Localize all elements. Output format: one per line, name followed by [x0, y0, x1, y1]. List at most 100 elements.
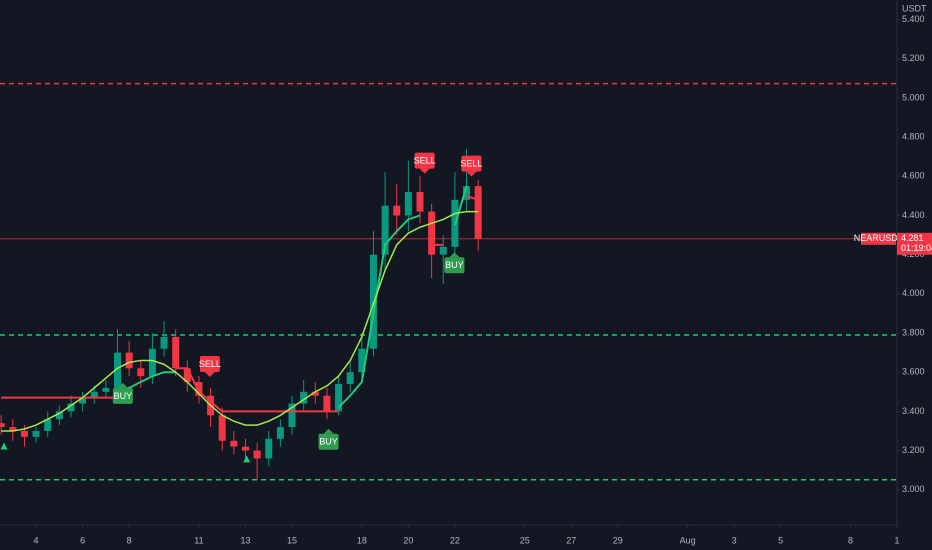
- candle-body: [90, 391, 98, 398]
- signal-text: SELL: [414, 156, 436, 166]
- x-tick-label: 29: [613, 535, 623, 545]
- candle-body: [393, 205, 401, 216]
- candle-body: [381, 205, 389, 255]
- candle-body: [172, 336, 180, 369]
- candle-body: [148, 348, 156, 377]
- symbol-label: NEARUSDT: [854, 233, 904, 243]
- signal-text: BUY: [445, 260, 464, 270]
- y-tick-label: 3.400: [902, 406, 925, 416]
- x-tick-label: 8: [127, 535, 132, 545]
- x-tick-label: 13: [240, 535, 250, 545]
- candle-body: [44, 419, 52, 431]
- x-tick-label: 6: [80, 535, 85, 545]
- signal-label: SELL: [199, 355, 221, 377]
- candle-body: [439, 246, 447, 255]
- candle-body: [195, 381, 203, 396]
- candle-body: [335, 383, 343, 412]
- countdown-label: 01:19:04: [901, 243, 932, 253]
- candle-body: [32, 430, 40, 437]
- y-tick-label: 3.600: [902, 367, 925, 377]
- signal-box: [444, 257, 465, 274]
- candle-body: [137, 368, 145, 377]
- candle-body: [265, 438, 273, 459]
- x-tick-label: 15: [287, 535, 297, 545]
- indicator-line: [337, 214, 421, 409]
- candle-body: [276, 427, 284, 439]
- signal-box: [461, 155, 482, 172]
- candle-body: [9, 427, 17, 431]
- candle-body: [183, 368, 191, 382]
- x-tick-label: 18: [357, 535, 367, 545]
- x-tick-label: 5: [778, 535, 783, 545]
- x-tick-label: 11: [194, 535, 203, 545]
- signal-label: BUY: [112, 382, 133, 404]
- indicator-line: [453, 185, 468, 226]
- signal-box: [112, 387, 133, 404]
- signal-pointer: [419, 168, 430, 174]
- candle-body: [474, 186, 482, 239]
- candle-body: [160, 336, 168, 349]
- candle-body: [241, 446, 249, 451]
- signal-pointer: [466, 171, 477, 177]
- signal-triangle: [243, 455, 251, 463]
- y-tick-label: 4.600: [902, 171, 925, 181]
- x-tick-label: 4: [34, 535, 39, 545]
- symbol-badge: [861, 232, 896, 245]
- y-tick-label: 4.800: [902, 132, 925, 142]
- signal-box: [318, 433, 339, 450]
- x-tick-label: 25: [520, 535, 530, 545]
- signal-pointer: [449, 252, 460, 258]
- signal-text: BUY: [114, 391, 133, 401]
- candle-body: [102, 387, 110, 392]
- signal-text: SELL: [460, 158, 482, 168]
- y-tick-label: 4.400: [902, 210, 925, 220]
- price-badge: [897, 232, 932, 255]
- candle-body: [404, 191, 412, 216]
- candle-body: [230, 440, 238, 447]
- indicator-line: [175, 367, 339, 413]
- candle-body: [218, 415, 226, 441]
- signal-pointer: [117, 382, 128, 388]
- x-tick-label: 20: [403, 535, 413, 545]
- signal-pointer: [323, 428, 334, 434]
- candle-body: [346, 372, 354, 384]
- candle-body: [125, 352, 133, 369]
- candle-body: [323, 395, 331, 412]
- x-tick-label: 3: [732, 535, 737, 545]
- signal-pointer: [204, 371, 215, 377]
- signal-box: [199, 355, 220, 372]
- y-tick-label: 3.200: [902, 445, 925, 455]
- unit-label: USDT: [902, 3, 927, 13]
- signal-label: SELL: [460, 155, 482, 177]
- y-tick-label: 4.000: [902, 288, 925, 298]
- candle-body: [114, 352, 122, 388]
- y-tick-label: 3.800: [902, 327, 925, 337]
- y-tick-label: 5.400: [902, 14, 925, 24]
- candle-body: [0, 423, 5, 428]
- signal-label: BUY: [318, 428, 339, 450]
- indicator-line: [466, 194, 479, 201]
- candle-body: [358, 348, 366, 373]
- signal-text: BUY: [319, 437, 338, 447]
- y-tick-label: 3.000: [902, 484, 925, 494]
- candle-body: [55, 411, 63, 420]
- x-tick-label: 8: [848, 535, 853, 545]
- candle-body: [311, 391, 319, 396]
- signal-box: [414, 152, 435, 169]
- signal-triangle: [0, 442, 8, 450]
- signal-label: BUY: [444, 252, 465, 274]
- candle-body: [300, 391, 308, 404]
- y-tick-label: 5.200: [902, 53, 925, 63]
- x-tick-label: Aug: [680, 535, 696, 545]
- candle-body: [253, 450, 261, 459]
- candle-body: [428, 211, 436, 255]
- candle-body: [20, 430, 28, 437]
- signal-text: SELL: [199, 359, 221, 369]
- signal-label: SELL: [414, 152, 436, 174]
- candle-body: [288, 403, 296, 428]
- y-tick-label: 5.000: [902, 92, 925, 102]
- candle-body: [79, 397, 87, 404]
- x-tick-label: 1: [894, 535, 899, 545]
